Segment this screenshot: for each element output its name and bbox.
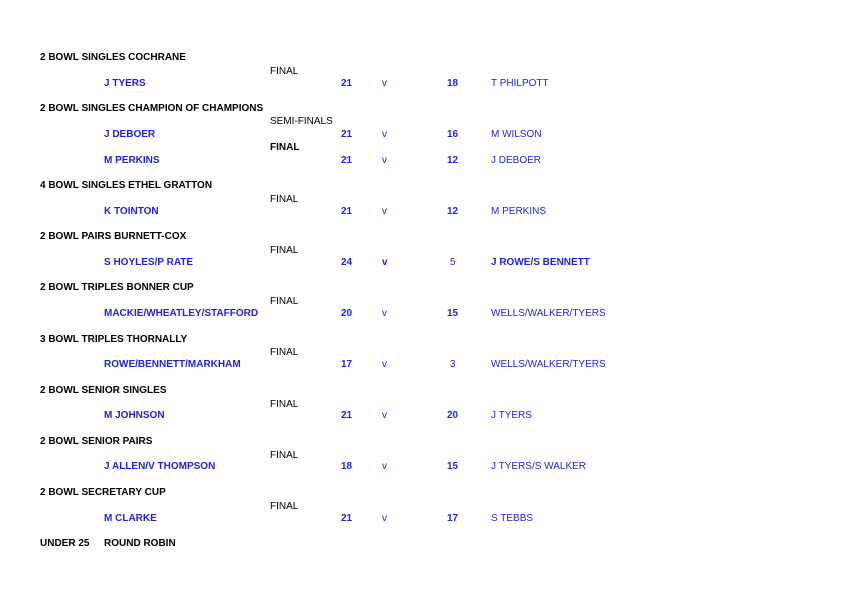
competition-title: 4 BOWL SINGLES ETHEL GRATTON <box>40 180 213 191</box>
competition-title: 2 BOWL SINGLES CHAMPION OF CHAMPIONS <box>40 103 264 114</box>
competition-title: 2 BOWL SENIOR SINGLES <box>40 385 167 396</box>
winner-score: 21 <box>341 155 353 166</box>
versus-label: v <box>382 308 387 319</box>
winner-name: J TYERS <box>104 78 146 89</box>
loser-score: 16 <box>447 129 459 140</box>
versus-label: v <box>382 513 387 524</box>
loser-name: M PERKINS <box>491 206 547 217</box>
loser-score: 17 <box>447 513 459 524</box>
versus-label: v <box>382 78 387 89</box>
versus-label: v <box>382 359 387 370</box>
footer-competition-format: ROUND ROBIN <box>104 538 176 549</box>
winner-name: ROWE/BENNETT/MARKHAM <box>104 359 241 370</box>
loser-name: M WILSON <box>491 129 542 140</box>
winner-name: M CLARKE <box>104 513 157 524</box>
winner-score: 21 <box>341 78 353 89</box>
round-label: FINAL <box>270 347 299 358</box>
competition-title: 3 BOWL TRIPLES THORNALLY <box>40 334 188 345</box>
versus-label: v <box>382 155 387 166</box>
loser-score: 18 <box>447 78 459 89</box>
loser-name: WELLS/WALKER/TYERS <box>491 359 606 370</box>
round-label: FINAL <box>270 399 299 410</box>
winner-name: J DEBOER <box>104 129 156 140</box>
round-label: FINAL <box>270 245 299 256</box>
winner-score: 17 <box>341 359 353 370</box>
loser-score: 12 <box>447 206 459 217</box>
competition-title: 2 BOWL SENIOR PAIRS <box>40 436 153 447</box>
versus-label: v <box>382 410 387 421</box>
round-label: FINAL <box>270 501 299 512</box>
winner-score: 21 <box>341 129 353 140</box>
winner-score: 18 <box>341 461 353 472</box>
loser-score: 3 <box>450 359 456 370</box>
loser-score: 12 <box>447 155 459 166</box>
loser-name: S TEBBS <box>491 513 534 524</box>
winner-score: 20 <box>341 308 353 319</box>
versus-label: v <box>382 129 387 140</box>
loser-name: J TYERS <box>491 410 532 421</box>
loser-name: J ROWE/S BENNETT <box>491 257 590 268</box>
versus-label: v <box>382 257 388 268</box>
competition-title: 2 BOWL SINGLES COCHRANE <box>40 52 186 63</box>
loser-score: 5 <box>450 257 456 268</box>
competition-title: 2 BOWL TRIPLES BONNER CUP <box>40 282 194 293</box>
round-label: FINAL <box>270 142 300 153</box>
winner-score: 21 <box>341 206 353 217</box>
competition-title: 2 BOWL SECRETARY CUP <box>40 487 166 498</box>
winner-score: 24 <box>341 257 353 268</box>
loser-name: J TYERS/S WALKER <box>491 461 587 472</box>
round-label: FINAL <box>270 194 299 205</box>
round-label: SEMI-FINALS <box>270 116 333 127</box>
round-label: FINAL <box>270 66 299 77</box>
loser-score: 15 <box>447 308 459 319</box>
loser-name: T PHILPOTT <box>491 78 549 89</box>
winner-name: K TOINTON <box>104 206 159 217</box>
loser-name: WELLS/WALKER/TYERS <box>491 308 606 319</box>
footer-competition-title: UNDER 25 <box>40 538 90 549</box>
round-label: FINAL <box>270 296 299 307</box>
winner-score: 21 <box>341 410 353 421</box>
loser-name: J DEBOER <box>491 155 542 166</box>
winner-name: MACKIE/WHEATLEY/STAFFORD <box>104 308 259 319</box>
winner-name: S HOYLES/P RATE <box>104 257 194 268</box>
loser-score: 20 <box>447 410 459 421</box>
loser-score: 15 <box>447 461 459 472</box>
versus-label: v <box>382 206 387 217</box>
competition-title: 2 BOWL PAIRS BURNETT-COX <box>40 231 187 242</box>
winner-score: 21 <box>341 513 353 524</box>
winner-name: M PERKINS <box>104 155 160 166</box>
round-label: FINAL <box>270 450 299 461</box>
versus-label: v <box>382 461 387 472</box>
winner-name: M JOHNSON <box>104 410 165 421</box>
winner-name: J ALLEN/V THOMPSON <box>104 461 216 472</box>
